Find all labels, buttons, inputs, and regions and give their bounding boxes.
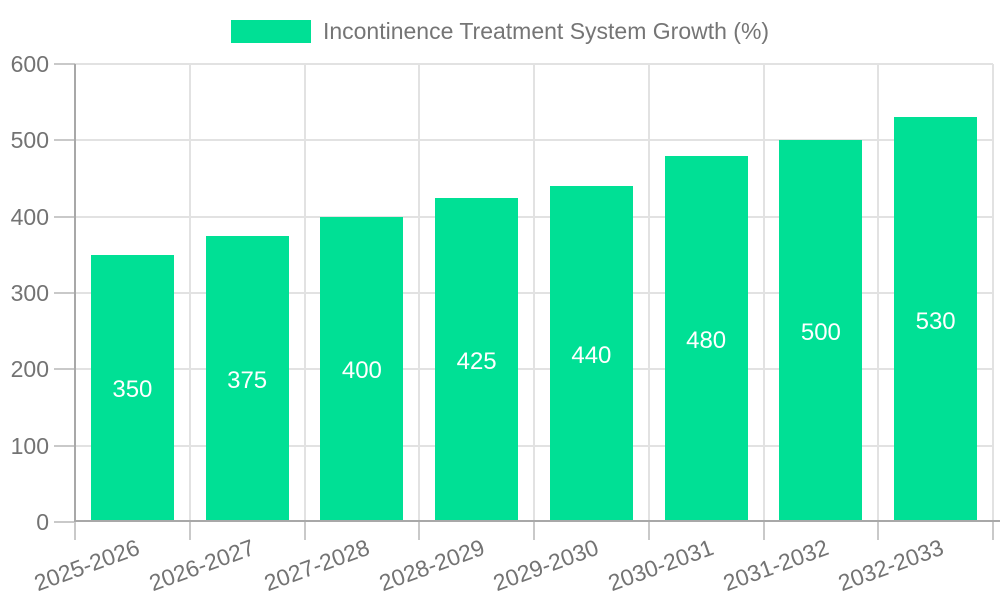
y-tick-mark: [54, 139, 75, 142]
y-axis-tick-label: 0: [36, 509, 49, 535]
y-axis-tick-label: 600: [10, 51, 49, 77]
x-tick-mark: [74, 522, 76, 540]
y-axis-tick-label: 300: [10, 280, 49, 306]
bar[interactable]: [549, 186, 633, 520]
y-tick-mark: [54, 292, 75, 294]
x-gridline: [418, 64, 421, 522]
bar-value-label: 440: [571, 342, 612, 370]
legend[interactable]: Incontinence Treatment System Growth (%): [0, 17, 1000, 44]
x-gridline: [647, 64, 650, 522]
bar-value-label: 480: [686, 326, 727, 354]
y-axis-tick-label: 100: [10, 432, 49, 459]
x-tick-mark: [877, 522, 880, 540]
x-gridline: [303, 64, 306, 522]
plot-area: 0 100 200 300 400 500 600 350 375 400 425 440 480 500…: [11, 51, 1000, 596]
x-tick-mark: [647, 522, 650, 540]
bar[interactable]: [779, 140, 863, 520]
bar-value-label: 400: [341, 357, 382, 385]
x-axis-line: [74, 520, 1000, 522]
y-axis-tick-label: 200: [10, 356, 49, 383]
x-gridline: [992, 64, 994, 522]
y-axis-tick-label: 500: [10, 127, 49, 154]
bar[interactable]: [90, 254, 174, 520]
x-gridline: [877, 64, 880, 522]
bar-value-label: 530: [915, 307, 956, 335]
bar[interactable]: [664, 155, 748, 520]
x-gridline: [533, 64, 535, 522]
x-tick-mark: [418, 522, 421, 540]
x-gridline: [188, 64, 191, 522]
x-tick-mark: [762, 522, 765, 540]
x-tick-mark: [992, 522, 994, 540]
y-axis-line: [74, 64, 76, 522]
y-tick-mark: [54, 63, 75, 65]
bar-value-label: 425: [456, 347, 497, 375]
legend-swatch-icon: [230, 19, 311, 43]
y-tick-mark: [54, 521, 75, 523]
x-gridline: [762, 64, 765, 522]
legend-label: Incontinence Treatment System Growth (%): [322, 17, 770, 44]
bar-value-label: 375: [227, 366, 268, 394]
bar[interactable]: [435, 197, 519, 520]
x-tick-mark: [533, 522, 535, 540]
x-tick-mark: [188, 522, 191, 540]
y-tick-mark: [54, 215, 75, 218]
bar[interactable]: [320, 216, 404, 520]
bar[interactable]: [894, 117, 978, 520]
bar[interactable]: [205, 235, 289, 520]
bar-value-label: 350: [112, 376, 153, 404]
y-tick-mark: [54, 368, 75, 371]
y-axis-tick-label: 400: [10, 203, 49, 230]
bar-value-label: 500: [800, 319, 841, 347]
x-tick-mark: [303, 522, 306, 540]
y-tick-mark: [54, 444, 75, 447]
